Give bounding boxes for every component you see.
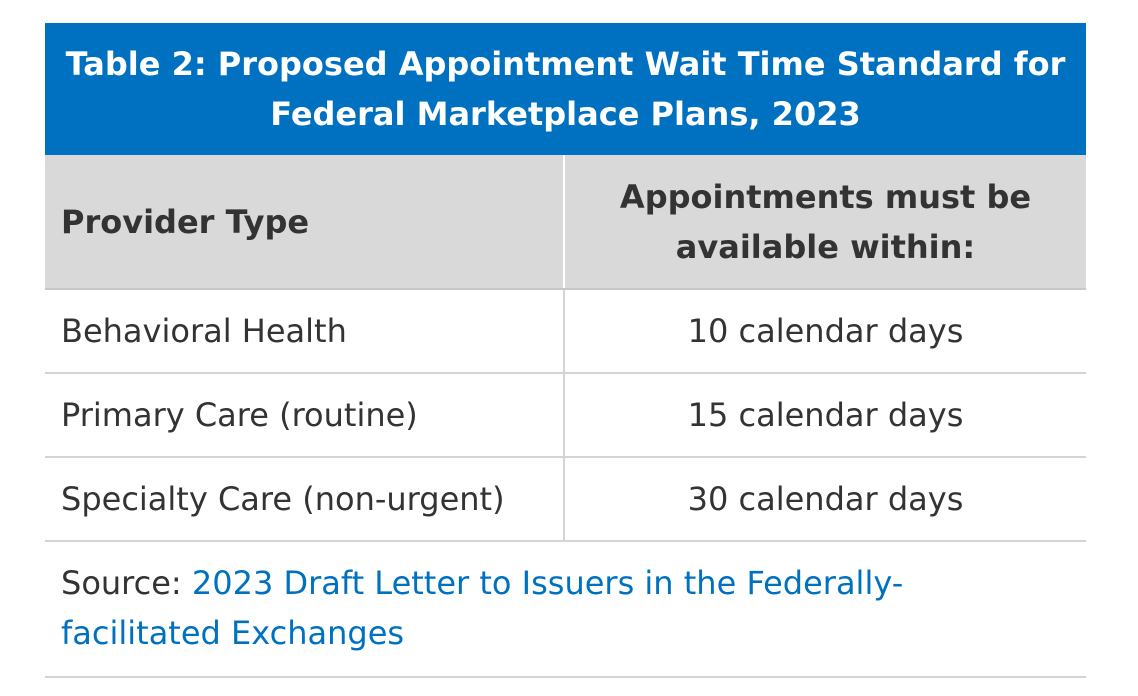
wait-time-table: Table 2: Proposed Appointment Wait Time … [45, 23, 1086, 678]
column-header-wait-time: Appointments must be available within: [564, 155, 1086, 290]
provider-cell: Primary Care (routine) [45, 373, 565, 458]
source-link-line-2: facilitated Exchanges [61, 614, 405, 652]
table-title-line-1: Table 2: Proposed Appointment Wait Time … [65, 45, 1066, 83]
table-title-line-2: Federal Marketplace Plans, 2023 [270, 95, 861, 133]
table-row: Specialty Care (non-urgent) 30 calendar … [45, 457, 1086, 542]
wait-time-grid: Provider Type Appointments must be avail… [45, 155, 1086, 542]
source-link-line-1: 2023 Draft Letter to Issuers in the Fede… [191, 564, 904, 602]
source-link[interactable]: 2023 Draft Letter to Issuers in the Fede… [61, 564, 903, 652]
provider-cell: Behavioral Health [45, 289, 565, 374]
source-label: Source: [61, 564, 192, 602]
wait-time-cell: 30 calendar days [564, 457, 1086, 542]
table-row: Behavioral Health 10 calendar days [45, 289, 1086, 374]
wait-time-cell: 10 calendar days [564, 289, 1086, 374]
column-header-wait-time-line-2: available within: [675, 227, 976, 266]
source-note: Source: 2023 Draft Letter to Issuers in … [45, 542, 1086, 678]
provider-cell: Specialty Care (non-urgent) [45, 457, 565, 542]
table-title: Table 2: Proposed Appointment Wait Time … [45, 23, 1086, 155]
table-row: Primary Care (routine) 15 calendar days [45, 373, 1086, 458]
column-header-provider-type: Provider Type [45, 155, 565, 290]
wait-time-cell: 15 calendar days [564, 373, 1086, 458]
column-header-wait-time-line-1: Appointments must be [619, 177, 1032, 216]
column-header-row: Provider Type Appointments must be avail… [45, 155, 1086, 290]
